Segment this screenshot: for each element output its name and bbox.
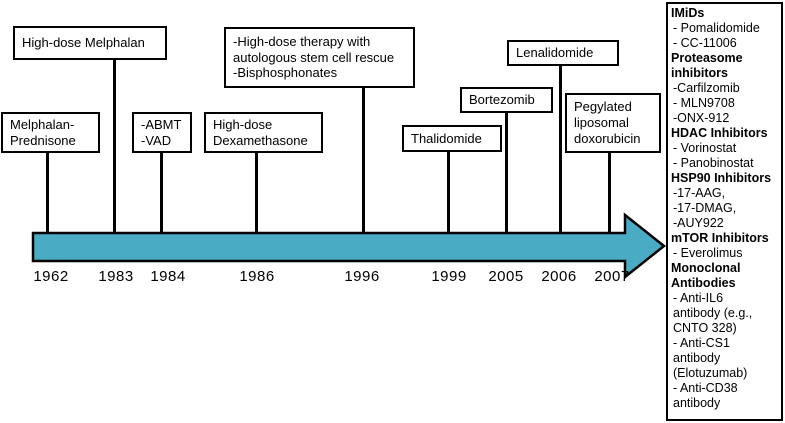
panel-group-hdac-inhibitors: HDAC Inhibitors - Vorinostat - Panobinos… <box>671 126 778 171</box>
panel-item: - CC-11006 <box>673 36 737 50</box>
connector-line-2006 <box>559 64 562 234</box>
year-label-1984: 1984 <box>150 268 186 285</box>
year-label-1999: 1999 <box>431 268 467 285</box>
panel-item: - Vorinostat <box>673 141 737 155</box>
year-label-1986: 1986 <box>239 268 275 285</box>
connector-line-2007 <box>608 151 611 234</box>
year-label-1962: 1962 <box>33 268 69 285</box>
connector-line-1984 <box>160 150 163 234</box>
event-box-high-dose-melphalan: High-dose Melphalan <box>13 26 167 60</box>
event-box-high-dose-therapy-bisphosphonates: -High-dose therapy with autologous stem … <box>224 27 415 88</box>
panel-group-heading: Monoclonal Antibodies <box>671 261 741 290</box>
panel-item: - Anti-IL6 antibody (e.g., CNTO 328) <box>673 291 753 335</box>
panel-item: - Panobinostat <box>673 156 754 170</box>
panel-item: -17-DMAG, <box>673 201 737 215</box>
panel-group-heading: HSP90 Inhibitors <box>671 171 772 185</box>
year-label-2007: 2007 <box>594 268 630 285</box>
year-label-2005: 2005 <box>488 268 524 285</box>
panel-group-monoclonal-antibodies: Monoclonal Antibodies - Anti-IL6 antibod… <box>671 261 778 411</box>
year-label-1983: 1983 <box>98 268 134 285</box>
event-label: -ABMT -VAD <box>141 116 182 148</box>
event-box-thalidomide: Thalidomide <box>402 125 502 152</box>
panel-item: - Everolimus <box>673 246 743 260</box>
event-label: Pegylated liposomal doxorubicin <box>574 99 641 146</box>
year-label-1996: 1996 <box>344 268 380 285</box>
panel-item: -AUY922 <box>673 216 724 230</box>
year-label-2006: 2006 <box>541 268 577 285</box>
panel-group-imids: IMiDs - Pomalidomide - CC-11006 <box>671 6 778 51</box>
panel-item: - Anti-CD38 antibody <box>673 381 738 410</box>
event-label: Thalidomide <box>411 130 482 146</box>
connector-line-1996 <box>362 86 365 234</box>
event-box-melphalan-prednisone: Melphalan- Prednisone <box>1 112 100 153</box>
panel-item: -Carfilzomib <box>673 81 740 95</box>
event-label: High-dose Melphalan <box>22 35 145 51</box>
panel-item: -ONX-912 <box>673 111 730 125</box>
event-label: High-dose Dexamethasone <box>213 116 308 148</box>
panel-item: -17-AAG, <box>673 186 726 200</box>
panel-item: - MLN9708 <box>673 96 735 110</box>
panel-group-hsp90-inhibitors: HSP90 Inhibitors -17-AAG, -17-DMAG, -AUY… <box>671 171 778 231</box>
connector-line-1983 <box>113 58 116 234</box>
panel-group-proteasome-inhibitors: Proteasome inhibitors -Carfilzomib - MLN… <box>671 51 778 126</box>
event-box-high-dose-dexamethasone: High-dose Dexamethasone <box>204 112 323 153</box>
panel-group-heading: IMiDs <box>671 6 705 20</box>
event-box-bortezomib: Bortezomib <box>460 87 553 113</box>
panel-group-heading: mTOR Inhibitors <box>671 231 769 245</box>
event-label: -High-dose therapy with autologous stem … <box>233 33 395 81</box>
panel-group-heading: HDAC Inhibitors <box>671 126 768 140</box>
event-label: Lenalidomide <box>516 45 594 61</box>
event-box-lenalidomide: Lenalidomide <box>507 40 619 66</box>
connector-line-1962 <box>46 150 49 234</box>
connector-line-1999 <box>447 150 450 234</box>
panel-group-heading: Proteasome inhibitors <box>671 51 743 80</box>
event-box-pegylated-liposomal-doxorubicin: Pegylated liposomal doxorubicin <box>565 93 661 153</box>
emerging-therapies-panel: IMiDs - Pomalidomide - CC-11006 Proteaso… <box>666 2 783 421</box>
connector-line-1986 <box>255 150 258 234</box>
panel-item: - Pomalidomide <box>673 21 760 35</box>
event-label: Melphalan- Prednisone <box>10 116 76 148</box>
event-label: Bortezomib <box>469 92 535 108</box>
panel-group-mtor-inhibitors: mTOR Inhibitors - Everolimus <box>671 231 778 261</box>
panel-item: - Anti-CS1 antibody (Elotuzumab) <box>673 336 748 380</box>
connector-line-2005 <box>505 111 508 234</box>
event-box-abmt-vad: -ABMT -VAD <box>132 112 192 153</box>
